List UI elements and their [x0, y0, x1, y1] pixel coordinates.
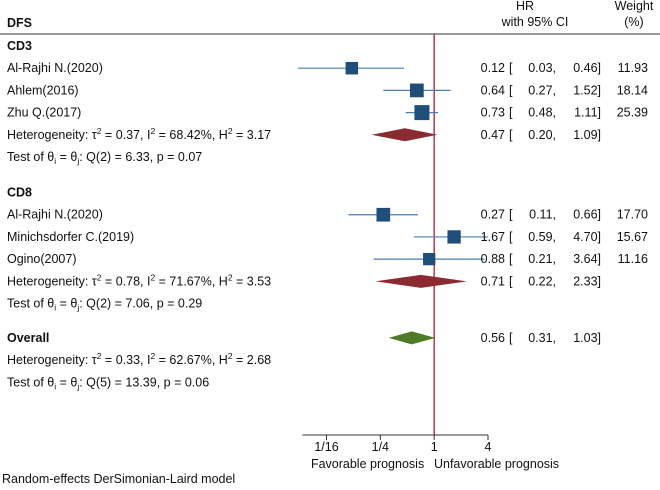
overall-ci-upper: 1.03] [573, 331, 601, 345]
subtotal-cd3-ci-upper: 1.09] [573, 128, 601, 142]
subtotal-cd8-hr-value: 0.71 [481, 274, 505, 288]
study-0-1-ci-lower: 0.27, [528, 83, 556, 97]
group-title-cd3: CD3 [7, 39, 32, 53]
study-0-2-label: Zhu Q.(2017) [7, 106, 81, 120]
diamond-cd8 [375, 274, 468, 288]
study-1-1-label: Minichsdorfer C.(2019) [7, 230, 134, 244]
x-tick-label-3: 4 [485, 440, 492, 454]
subtotal-cd3-ci-lower: 0.20, [528, 128, 556, 142]
study-0-0-hr-value: 0.12 [481, 61, 505, 75]
study-0-2-box [414, 105, 430, 121]
study-1-1-box [447, 230, 461, 244]
study-1-1-ci-upper: 4.70] [573, 230, 601, 244]
study-1-0-weight: 17.70 [617, 208, 648, 222]
study-0-0-label: Al-Rajhi N.(2020) [7, 61, 103, 75]
study-1-0-box [376, 207, 391, 222]
study-1-2-ci-bracket: [ [509, 252, 513, 266]
heterogeneity-cd3: Heterogeneity: τ2 = 0.37, I2 = 68.42%, H… [7, 126, 271, 142]
study-0-2-hr-value: 0.73 [481, 106, 505, 120]
study-1-1-weight: 15.67 [617, 230, 648, 244]
study-0-0-ci-upper: 0.46] [573, 61, 601, 75]
study-1-1-ci-lower: 0.59, [528, 230, 556, 244]
study-0-2-ci-upper: 1.11] [574, 106, 601, 120]
hr-header: HR [516, 0, 534, 13]
weight-unit-header: (%) [624, 15, 643, 29]
diamond-overall [388, 331, 436, 345]
footnote: Random-effects DerSimonian-Laird model [2, 472, 235, 486]
overall-hr-value: 0.56 [481, 331, 505, 345]
study-0-1-hr-value: 0.64 [481, 83, 505, 97]
subtotal-cd3-ci-bracket: [ [509, 128, 513, 142]
study-0-1-ci-bracket: [ [509, 83, 513, 97]
study-0-0-ci-bracket: [ [509, 61, 513, 75]
diamond-cd3 [371, 128, 438, 142]
heterogeneity-overall: Heterogeneity: τ2 = 0.33, I2 = 62.67%, H… [7, 351, 271, 367]
overall-ci-bracket: [ [509, 331, 513, 345]
study-1-2-hr-value: 0.88 [481, 252, 505, 266]
ci-header: with 95% CI [501, 15, 569, 29]
test-cd3: Test of θi = θj: Q(2) = 6.33, p = 0.07 [7, 150, 202, 166]
x-tick-label-1: 1/4 [372, 440, 389, 454]
study-1-2-ci-upper: 3.64] [573, 252, 601, 266]
subtotal-cd8-ci-bracket: [ [509, 274, 513, 288]
subtotal-cd8-ci-lower: 0.22, [528, 274, 556, 288]
study-1-2-label: Ogino(2007) [7, 252, 77, 266]
study-1-0-ci-lower: 0.11, [529, 208, 556, 222]
study-0-1-ci-upper: 1.52] [573, 83, 601, 97]
overall-title: Overall [7, 331, 49, 345]
study-0-1-label: Ahlem(2016) [7, 83, 79, 97]
group-title-cd8: CD8 [7, 186, 32, 200]
test-cd8: Test of θi = θj: Q(2) = 7.06, p = 0.29 [7, 297, 202, 313]
study-0-0-ci-lower: 0.03, [528, 61, 556, 75]
study-1-0-label: Al-Rajhi N.(2020) [7, 208, 103, 222]
study-0-0-box [345, 61, 359, 75]
study-1-2-ci-lower: 0.21, [528, 252, 556, 266]
plot-title: DFS [7, 16, 32, 30]
x-tick-label-2: 1 [431, 440, 438, 454]
study-1-2-box [423, 252, 436, 266]
study-0-2-weight: 25.39 [617, 106, 648, 120]
x-label-favorable: Favorable prognosis [311, 457, 424, 471]
study-1-0-ci-upper: 0.66] [573, 208, 601, 222]
overall-ci-lower: 0.31, [528, 331, 556, 345]
subtotal-cd8-ci-upper: 2.33] [573, 274, 601, 288]
study-1-1-hr-value: 1.67 [481, 230, 505, 244]
weight-header: Weight [615, 0, 654, 13]
study-0-2-ci-lower: 0.48, [528, 106, 556, 120]
study-0-1-weight: 18.14 [617, 83, 648, 97]
study-1-0-hr-value: 0.27 [481, 208, 505, 222]
study-1-0-ci-bracket: [ [509, 208, 513, 222]
test-overall: Test of θi = θj: Q(5) = 13.39, p = 0.06 [7, 375, 209, 391]
subtotal-cd3-hr-value: 0.47 [481, 128, 505, 142]
study-1-1-ci-bracket: [ [509, 230, 513, 244]
heterogeneity-cd8: Heterogeneity: τ2 = 0.78, I2 = 71.67%, H… [7, 272, 271, 288]
study-0-0-weight: 11.93 [618, 61, 648, 75]
study-0-1-box [409, 83, 424, 98]
study-1-2-weight: 11.16 [618, 252, 648, 266]
x-label-unfavorable: Unfavorable prognosis [434, 457, 559, 471]
study-0-2-ci-bracket: [ [509, 106, 513, 120]
x-tick-label-0: 1/16 [314, 440, 338, 454]
